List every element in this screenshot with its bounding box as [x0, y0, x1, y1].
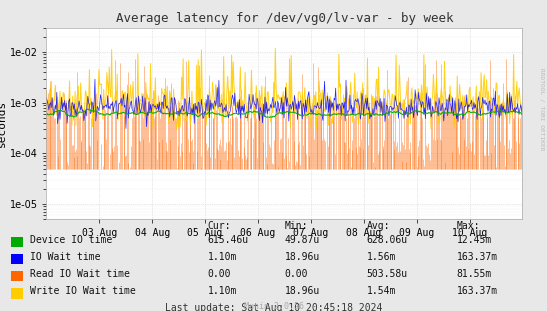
Text: 18.96u: 18.96u	[284, 252, 319, 262]
Text: 1.56m: 1.56m	[366, 252, 396, 262]
Text: 49.87u: 49.87u	[284, 234, 319, 244]
Text: 615.46u: 615.46u	[208, 234, 249, 244]
Text: Munin 2.0.56: Munin 2.0.56	[243, 302, 304, 311]
Text: Write IO Wait time: Write IO Wait time	[30, 286, 136, 296]
Text: 1.54m: 1.54m	[366, 286, 396, 296]
Y-axis label: seconds: seconds	[0, 100, 7, 147]
Text: Min:: Min:	[284, 220, 308, 230]
Text: Last update: Sat Aug 10 20:45:18 2024: Last update: Sat Aug 10 20:45:18 2024	[165, 303, 382, 311]
Text: Device IO time: Device IO time	[30, 234, 112, 244]
Text: 0.00: 0.00	[208, 269, 231, 279]
Text: 18.96u: 18.96u	[284, 286, 319, 296]
Text: RRDTOOL / TOBI OETIKER: RRDTOOL / TOBI OETIKER	[539, 67, 544, 150]
Text: 81.55m: 81.55m	[457, 269, 492, 279]
Text: 0.00: 0.00	[284, 269, 308, 279]
Text: 1.10m: 1.10m	[208, 286, 237, 296]
Text: Avg:: Avg:	[366, 220, 390, 230]
Text: 1.10m: 1.10m	[208, 252, 237, 262]
Text: Max:: Max:	[457, 220, 480, 230]
Text: 503.58u: 503.58u	[366, 269, 408, 279]
Text: IO Wait time: IO Wait time	[30, 252, 101, 262]
Text: 163.37m: 163.37m	[457, 252, 498, 262]
Title: Average latency for /dev/vg0/lv-var - by week: Average latency for /dev/vg0/lv-var - by…	[115, 12, 453, 26]
Text: 163.37m: 163.37m	[457, 286, 498, 296]
Text: 12.45m: 12.45m	[457, 234, 492, 244]
Text: Cur:: Cur:	[208, 220, 231, 230]
Text: Read IO Wait time: Read IO Wait time	[30, 269, 130, 279]
Text: 628.06u: 628.06u	[366, 234, 408, 244]
